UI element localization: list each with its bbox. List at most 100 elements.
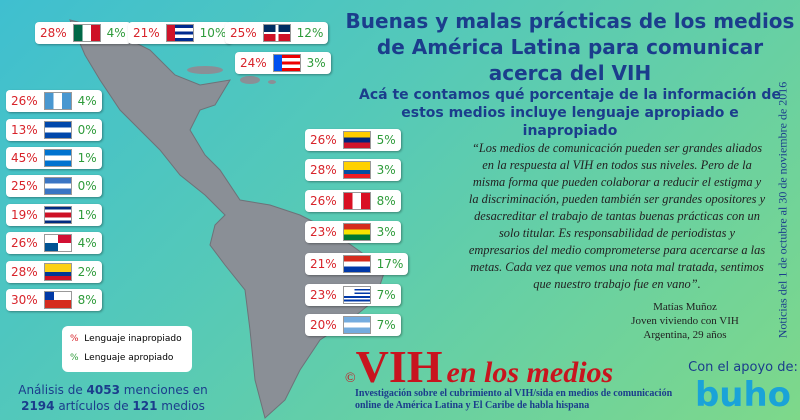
country-box: 25% 0% (6, 175, 102, 197)
flag (43, 263, 72, 281)
inappropriate-percent: 24% (240, 56, 267, 70)
country-box: 26% 5% (305, 129, 401, 151)
side-note: Noticias del 1 de octubre al 30 de novie… (775, 81, 790, 339)
appropriate-percent: 0% (77, 123, 97, 137)
appropriate-percent: 10% (199, 26, 227, 40)
country-box: 28% 4% (35, 22, 131, 44)
sponsor-name: buho (694, 375, 792, 415)
flag (262, 24, 291, 42)
inappropriate-percent: 21% (133, 26, 160, 40)
island (240, 76, 260, 84)
legend-item: % Lenguaje apropiado (70, 349, 184, 368)
flag (342, 223, 371, 241)
inappropriate-percent: 28% (11, 265, 38, 279)
logo: ©VIH en los medios (345, 340, 613, 393)
flag (165, 24, 194, 42)
inappropriate-percent: 30% (11, 293, 38, 307)
quote: “Los medios de comunicación pueden ser g… (468, 141, 766, 291)
country-box: 45% 1% (6, 147, 102, 169)
flag (43, 149, 72, 167)
text: menciones en (119, 383, 208, 397)
flag (43, 92, 72, 110)
analysis-line: 2194 artículos de 121 medios (8, 398, 218, 414)
number: 2194 (21, 399, 55, 413)
appropriate-percent: 0% (77, 179, 97, 193)
attribution-line: Argentina, 29 años (643, 329, 727, 341)
flag (342, 316, 371, 334)
island (268, 80, 276, 84)
appropriate-percent: 3% (376, 225, 396, 239)
subtitle: Acá te contamos qué porcentaje de la inf… (355, 86, 785, 140)
flag (342, 161, 371, 179)
country-box: 21% 10% (128, 22, 232, 44)
appropriate-percent: 5% (376, 133, 396, 147)
subtitle-line: Acá te contamos qué porcentaje de la inf… (359, 87, 781, 103)
text: medios (157, 399, 205, 413)
flag (43, 291, 72, 309)
inappropriate-percent: 23% (310, 288, 337, 302)
description: Investigación sobre el cubrimiento al VI… (355, 388, 673, 411)
flag (272, 54, 301, 72)
number: 121 (132, 399, 158, 413)
legend-symbol: % (70, 353, 79, 363)
appropriate-percent: 4% (77, 94, 97, 108)
text: artículos de (54, 399, 133, 413)
appropriate-percent: 7% (376, 318, 396, 332)
country-box: 28% 2% (6, 261, 102, 283)
inappropriate-percent: 19% (11, 208, 38, 222)
country-box: 26% 8% (305, 190, 401, 212)
title-line: acerca del VIH (488, 61, 652, 85)
appropriate-percent: 1% (77, 208, 97, 222)
title: Buenas y malas prácticas de los medios de… (345, 8, 795, 86)
country-box: 19% 1% (6, 204, 102, 226)
appropriate-percent: 17% (376, 257, 404, 271)
title-line: Buenas y malas prácticas de los medios (345, 9, 795, 33)
country-box: 23% 7% (305, 284, 401, 306)
country-box: 20% 7% (305, 314, 401, 336)
number: 4053 (86, 383, 120, 397)
country-box: 24% 3% (235, 52, 331, 74)
country-box: 30% 8% (6, 289, 102, 311)
country-box: 13% 0% (6, 119, 102, 141)
legend: % Lenguaje inapropiado % Lenguaje apropi… (62, 326, 192, 372)
flag (342, 192, 371, 210)
country-box: 26% 4% (6, 232, 102, 254)
inappropriate-percent: 13% (11, 123, 38, 137)
country-box: 28% 3% (305, 159, 401, 181)
copyright: © (345, 371, 356, 386)
appropriate-percent: 1% (77, 151, 97, 165)
sponsor-label: Con el apoyo de: (688, 360, 798, 375)
legend-symbol: % (70, 334, 79, 344)
flag (43, 206, 72, 224)
country-box: 21% 17% (305, 253, 409, 275)
appropriate-percent: 4% (106, 26, 126, 40)
legend-label: Lenguaje apropiado (84, 353, 174, 363)
analysis-line: Análisis de 4053 menciones en (8, 382, 218, 398)
flag (342, 131, 371, 149)
inappropriate-percent: 26% (310, 194, 337, 208)
appropriate-percent: 8% (77, 293, 97, 307)
inappropriate-percent: 26% (11, 236, 38, 250)
appropriate-percent: 7% (376, 288, 396, 302)
inappropriate-percent: 28% (40, 26, 67, 40)
attribution: Matías Muñoz Joven viviendo con VIH Argent… (600, 300, 770, 342)
appropriate-percent: 12% (296, 26, 324, 40)
flag (342, 286, 371, 304)
inappropriate-percent: 21% (310, 257, 337, 271)
flag (72, 24, 101, 42)
appropriate-percent: 3% (306, 56, 326, 70)
subtitle-line: estos medios incluye lenguaje apropiado … (401, 105, 739, 139)
legend-item: % Lenguaje inapropiado (70, 330, 184, 349)
flag (43, 121, 72, 139)
island (187, 66, 223, 74)
sponsor: Con el apoyo de: buho (688, 360, 798, 415)
appropriate-percent: 2% (77, 265, 97, 279)
appropriate-percent: 3% (376, 163, 396, 177)
inappropriate-percent: 25% (11, 179, 38, 193)
analysis: Análisis de 4053 menciones en 2194 artíc… (8, 382, 218, 414)
country-box: 25% 12% (225, 22, 329, 44)
attribution-line: Joven viviendo con VIH (631, 315, 739, 327)
flag (43, 234, 72, 252)
text: Análisis de (18, 383, 87, 397)
